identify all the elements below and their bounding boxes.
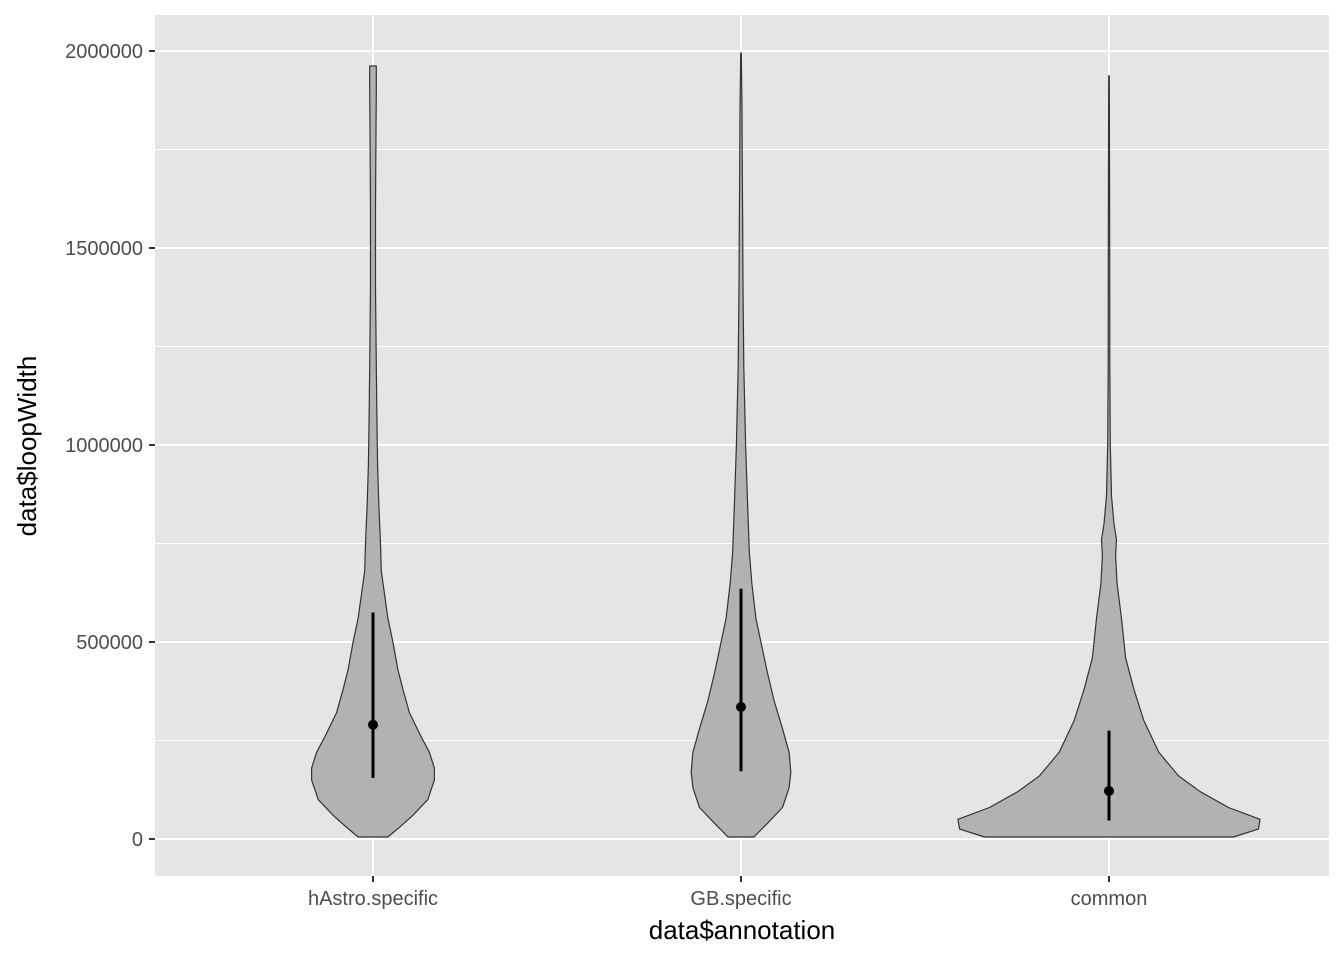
violin-common [957,75,1261,838]
x-tick-label: GB.specific [690,888,791,910]
violins [311,52,1261,838]
x-tick-label: common [1071,888,1148,910]
mean-point-GB.specific [736,702,746,713]
x-tick-label: hAstro.specific [308,888,438,910]
y-axis-title: data$loopWidth [12,356,42,537]
mean-point-hAstro.specific [368,719,378,730]
y-tick-label: 1500000 [65,238,143,260]
violin-GB.specific [690,52,792,838]
x-axis: hAstro.specific GB.specific common [308,876,1147,910]
mean-point-common [1104,785,1114,796]
y-tick-label: 500000 [76,632,143,654]
y-tick-label: 2000000 [65,41,143,63]
summary-markers [368,588,1114,821]
y-tick-label: 1000000 [65,435,143,457]
x-axis-title: data$annotation [649,915,836,945]
violin-hAstro.specific [311,65,435,838]
y-axis: 0 500000 1000000 1500000 2000000 [65,41,155,851]
y-tick-label: 0 [132,829,143,851]
